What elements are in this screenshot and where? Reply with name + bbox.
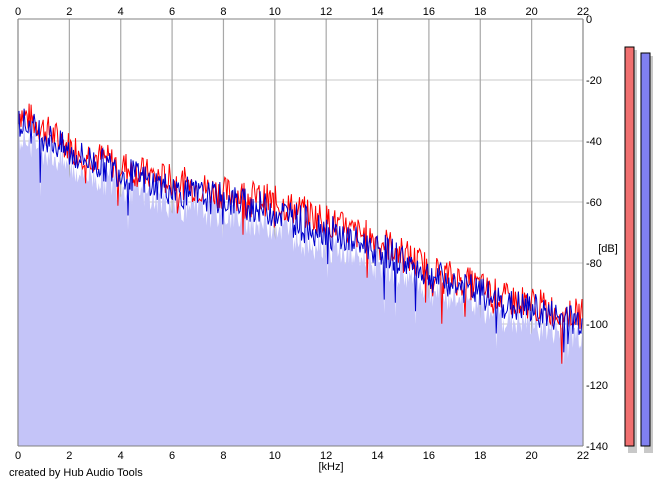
- y-axis-label: [dB]: [598, 243, 618, 255]
- x-tick-label-bottom: 22: [577, 450, 589, 462]
- x-tick-label-top: 12: [320, 6, 332, 18]
- y-tick-label: -60: [586, 197, 602, 209]
- x-tick-label-bottom: 16: [423, 450, 435, 462]
- x-tick-label-bottom: 4: [118, 450, 124, 462]
- y-tick-label: -100: [586, 319, 608, 331]
- y-tick-label: -40: [586, 136, 602, 148]
- level-meter-0: [624, 46, 635, 447]
- x-tick-label-bottom: 14: [371, 450, 383, 462]
- series-line-1: [17, 108, 584, 353]
- x-tick-label-bottom: 10: [269, 450, 281, 462]
- x-tick-label-bottom: 18: [474, 450, 486, 462]
- x-axis-label: [kHz]: [318, 461, 343, 473]
- x-tick-label-top: 6: [169, 6, 175, 18]
- x-tick-label-bottom: 6: [169, 450, 175, 462]
- spectrum-lines: [17, 103, 584, 364]
- level-meter-1: [640, 52, 651, 447]
- x-tick-label-bottom: 12: [320, 450, 332, 462]
- axes: [17, 18, 584, 447]
- x-tick-label-top: 4: [118, 6, 124, 18]
- x-tick-label-top: 18: [474, 6, 486, 18]
- tick-labels: 002244668810101212141416161818202022220-…: [15, 6, 608, 462]
- x-tick-label-top: 8: [220, 6, 226, 18]
- x-tick-label-top: 22: [577, 6, 589, 18]
- y-tick-label: 0: [586, 14, 592, 26]
- x-tick-label-bottom: 2: [66, 450, 72, 462]
- x-tick-label-bottom: 8: [220, 450, 226, 462]
- x-tick-label-top: 2: [66, 6, 72, 18]
- x-tick-label-bottom: 0: [15, 450, 21, 462]
- x-tick-label-top: 16: [423, 6, 435, 18]
- credit-text: created by Hub Audio Tools: [9, 467, 143, 479]
- y-tick-label: -80: [586, 258, 602, 270]
- x-tick-label-bottom: 20: [526, 450, 538, 462]
- y-tick-label: -140: [586, 441, 608, 453]
- x-tick-label-top: 20: [526, 6, 538, 18]
- y-tick-label: -20: [586, 75, 602, 87]
- y-tick-label: -120: [586, 380, 608, 392]
- x-tick-label-top: 0: [15, 6, 21, 18]
- x-tick-label-top: 10: [269, 6, 281, 18]
- spectrum-fill: [18, 122, 583, 446]
- x-tick-label-top: 14: [371, 6, 383, 18]
- spectrum-area: [18, 122, 583, 446]
- level-meters: [624, 46, 653, 453]
